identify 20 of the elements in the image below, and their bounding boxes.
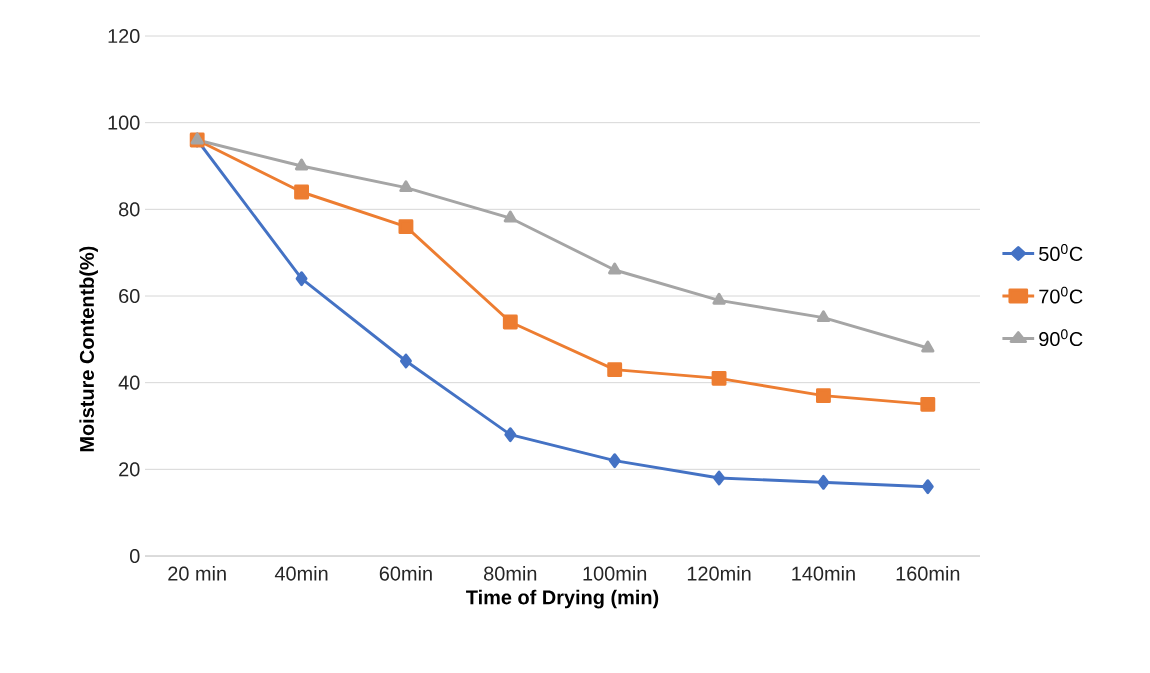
- x-tick-label: 140min: [792, 566, 855, 581]
- y-axis-title: Moisture Contentb(%): [79, 246, 98, 452]
- y-tick-label: 20: [119, 462, 140, 477]
- legend-label: 90$^{0}$C: [1039, 329, 1083, 347]
- x-tick-label: 20 min: [168, 566, 226, 581]
- y-tick-label: 0: [130, 548, 140, 564]
- x-tick-label: 60min: [379, 566, 432, 581]
- y-tick-label: 100: [108, 115, 140, 130]
- y-tick-label: 120: [108, 28, 140, 44]
- x-axis-title: Time of Drying (min): [466, 589, 659, 609]
- y-tick-label: 40: [118, 375, 140, 390]
- x-tick-label: 120min: [687, 566, 751, 581]
- x-tick-label: 40min: [274, 566, 328, 581]
- x-tick-label: 160min: [896, 566, 960, 581]
- y-tick-label: 60: [119, 288, 140, 304]
- legend-label: 70$^{0}$C: [1039, 286, 1083, 304]
- x-tick-label: 80min: [484, 566, 537, 581]
- x-tick-label: 100min: [583, 566, 647, 581]
- y-tick-label: 80: [119, 202, 140, 217]
- legend-label: 50$^{0}$C: [1039, 244, 1083, 261]
